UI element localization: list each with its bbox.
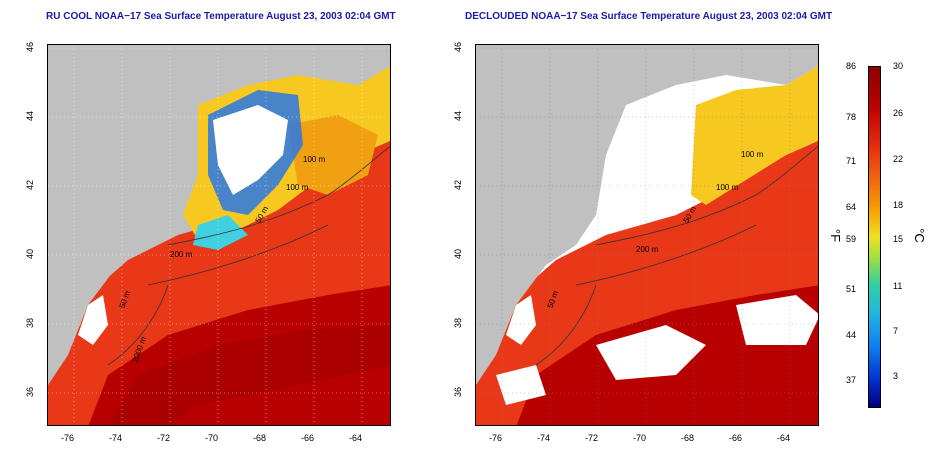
y-tick-label: 46 — [453, 42, 463, 53]
y-tick-label: 38 — [25, 318, 35, 329]
land-coast — [48, 45, 390, 385]
celsius-tick: 3 — [893, 371, 899, 381]
celsius-tick: 15 — [893, 234, 904, 244]
x-tick-label: -76 — [61, 433, 75, 443]
gulf-stream-band — [109, 325, 390, 425]
celsius-tick: 18 — [893, 200, 904, 210]
x-tick-label: -68 — [681, 433, 695, 443]
left-map: 100 m 100 m 50 m 200 m 50 m 2000 m — [47, 44, 391, 426]
contour-label: 200 m — [170, 250, 193, 259]
y-tick-label: 36 — [453, 387, 463, 398]
celsius-tick: 26 — [893, 108, 904, 118]
fahrenheit-tick: 59 — [846, 234, 857, 244]
celsius-tick: 22 — [893, 154, 904, 164]
y-tick-label: 40 — [453, 249, 463, 260]
x-tick-label: -66 — [301, 433, 315, 443]
land-coast — [476, 45, 818, 385]
x-tick-label: -72 — [585, 433, 599, 443]
shelf-water — [691, 66, 818, 205]
celsius-tick: 11 — [893, 281, 903, 291]
contour-label: 100 m — [286, 183, 309, 192]
x-tick-label: -66 — [729, 433, 743, 443]
contour-lines — [107, 145, 390, 366]
x-tick-label: -76 — [489, 433, 503, 443]
right-map-title: DECLOUDED NOAA−17 Sea Surface Temperatur… — [465, 11, 833, 22]
fahrenheit-unit-label: °F — [828, 228, 844, 243]
fahrenheit-tick: 64 — [846, 202, 857, 212]
fahrenheit-tick: 51 — [846, 284, 857, 294]
contour-label: 100 m — [741, 150, 764, 159]
x-tick-label: -64 — [349, 433, 363, 443]
celsius-tick: 7 — [893, 326, 899, 336]
x-tick-label: -70 — [633, 433, 647, 443]
y-tick-label: 44 — [453, 111, 463, 122]
fahrenheit-tick: 71 — [846, 156, 857, 166]
x-tick-label: -64 — [777, 433, 791, 443]
left-map-title: RU COOL NOAA−17 Sea Surface Temperature … — [46, 11, 396, 22]
x-tick-label: -74 — [537, 433, 551, 443]
x-tick-label: -70 — [205, 433, 219, 443]
cloud-patches — [496, 295, 818, 405]
x-tick-label: -74 — [109, 433, 123, 443]
bay-white — [78, 295, 108, 345]
y-tick-label: 40 — [25, 249, 35, 260]
bay-white — [506, 295, 536, 345]
clouds-right — [476, 105, 691, 285]
fahrenheit-tick: 78 — [846, 112, 857, 122]
y-tick-label: 38 — [453, 318, 463, 329]
right-map: 100 m 100 m 50 m 200 m 50 m — [475, 44, 819, 426]
fahrenheit-tick: 37 — [846, 375, 857, 385]
clouds-left — [213, 105, 288, 195]
x-tick-label: -68 — [253, 433, 267, 443]
y-tick-label: 46 — [25, 42, 35, 53]
contour-label: 100 m — [303, 155, 326, 164]
y-tick-label: 36 — [25, 387, 35, 398]
contour-lines — [535, 145, 818, 366]
x-tick-label: -72 — [157, 433, 171, 443]
y-tick-label: 42 — [453, 180, 463, 191]
celsius-unit-label: °C — [911, 228, 927, 243]
left-map-image — [48, 45, 390, 425]
contour-label: 100 m — [716, 183, 739, 192]
y-tick-label: 44 — [25, 111, 35, 122]
cyan-patch — [193, 215, 248, 250]
right-map-image — [476, 45, 818, 425]
temperature-colorbar — [868, 66, 881, 408]
y-tick-label: 42 — [25, 180, 35, 191]
fahrenheit-tick: 44 — [846, 330, 857, 340]
contour-label: 200 m — [636, 245, 659, 254]
celsius-tick: 30 — [893, 61, 904, 71]
fahrenheit-tick: 86 — [846, 61, 857, 71]
